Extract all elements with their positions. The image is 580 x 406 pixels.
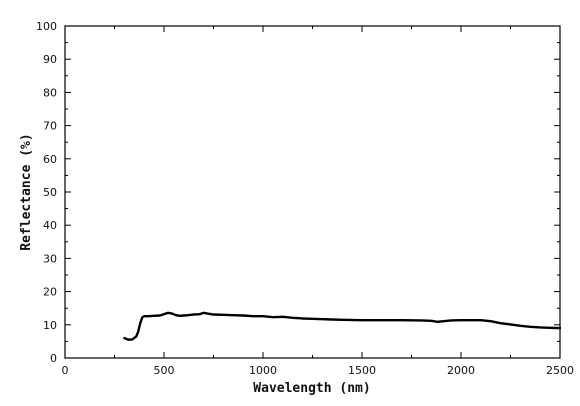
- y-tick-label: 20: [43, 286, 57, 299]
- y-tick-label: 90: [43, 53, 57, 66]
- y-tick-label: 40: [43, 219, 57, 232]
- axis-tick-labels: 0 500 1000 1500 2000 2500 0 10 20 30 40 50 60 70 80 90 1…: [36, 20, 574, 377]
- y-tick-label: 50: [43, 186, 57, 199]
- x-tick-label: 0: [62, 364, 69, 377]
- x-tick-label: 2000: [447, 364, 475, 377]
- y-tick-label: 60: [43, 153, 57, 166]
- y-axis-label: Reflectance (%): [19, 133, 34, 250]
- y-tick-label: 30: [43, 252, 57, 265]
- y-tick-label: 10: [43, 319, 57, 332]
- series-line-reflectance: [123, 311, 562, 341]
- x-axis-label: Wavelength (nm): [253, 381, 370, 396]
- x-tick-label: 1500: [348, 364, 376, 377]
- y-tick-label: 80: [43, 86, 57, 99]
- y-tick-label: 100: [36, 20, 57, 33]
- plot-frame: [64, 25, 561, 359]
- axis-ticks: [64, 25, 561, 359]
- x-tick-label: 1000: [249, 364, 277, 377]
- x-tick-label: 500: [154, 364, 175, 377]
- y-tick-label: 0: [50, 352, 57, 365]
- x-tick-label: 2500: [546, 364, 574, 377]
- y-tick-label: 70: [43, 120, 57, 133]
